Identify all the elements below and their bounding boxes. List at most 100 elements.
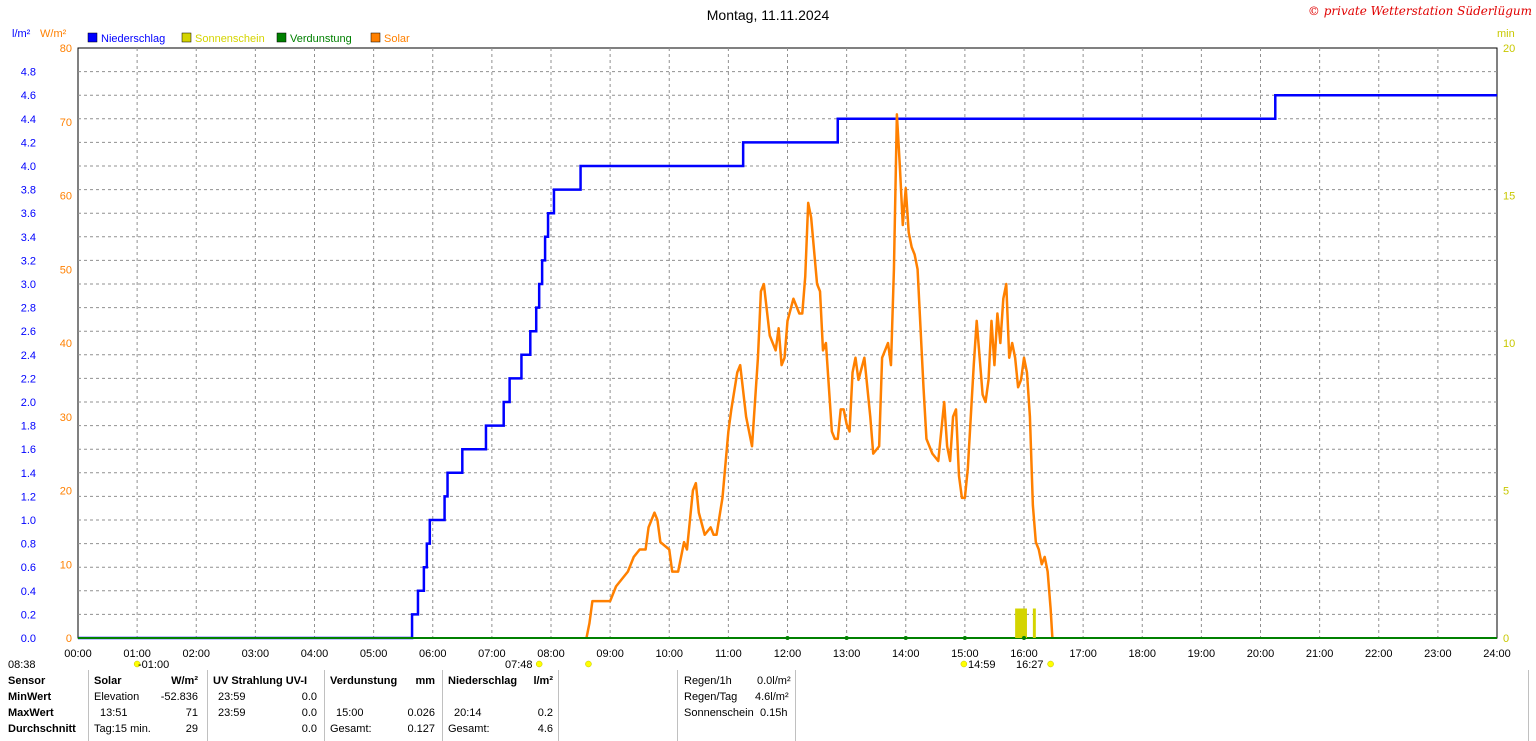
- table-divider: [442, 670, 443, 741]
- sunshine-bar: [1015, 608, 1027, 638]
- x-tick-label: 16:00: [1010, 648, 1038, 660]
- evap-unit: mm: [415, 675, 435, 687]
- precip-tick-label: 3.8: [21, 185, 36, 197]
- time-marker-dot: [585, 660, 592, 668]
- solar-max-label: 13:51: [100, 707, 128, 719]
- solar-min-value: -52.836: [160, 691, 198, 703]
- table-divider: [795, 670, 796, 741]
- minutes-tick-label: 15: [1503, 191, 1515, 203]
- time-marker-dot: [133, 660, 141, 668]
- summary-value-sunshine: 0.15h: [760, 707, 788, 719]
- precip-tick-label: 1.4: [21, 468, 36, 480]
- x-tick-label: 04:00: [301, 648, 329, 660]
- x-tick-label: 07:00: [478, 648, 506, 660]
- x-tick-label: 01:00: [123, 648, 151, 660]
- solar-tick-label: 40: [60, 338, 72, 350]
- legend-label: Solar: [384, 33, 410, 45]
- precip-tick-label: 0.2: [21, 609, 36, 621]
- legend-swatch: [87, 32, 98, 43]
- precip-tick-label: 0.4: [21, 586, 36, 598]
- precip-tick-label: 2.6: [21, 326, 36, 338]
- x-tick-label: 14:00: [892, 648, 920, 660]
- uv-avg-value: 0.0: [301, 723, 317, 735]
- precip-tick-label: 4.4: [21, 114, 36, 126]
- summary-label-sunshine: Sonnenschein: [684, 707, 754, 719]
- x-tick-label: 23:00: [1424, 648, 1452, 660]
- solar-max-value: 71: [185, 707, 198, 719]
- precip-tick-label: 2.0: [21, 397, 36, 409]
- summary-value-rain1h: 0.0l/m²: [757, 675, 791, 687]
- uv-min-label: 23:59: [218, 691, 246, 703]
- evaporation-marker: [1022, 636, 1026, 640]
- solar-tick-label: 10: [60, 559, 72, 571]
- minutes-unit-label: min: [1497, 28, 1515, 40]
- precip-tick-label: 1.6: [21, 444, 36, 456]
- solar-unit-label: W/m²: [40, 28, 67, 40]
- x-tick-label: 00:00: [64, 648, 92, 660]
- solar-avg-value: 29: [185, 723, 198, 735]
- uv-header: UV Strahlung UV-I: [213, 675, 308, 687]
- precip-tick-label: 1.8: [21, 421, 36, 433]
- solar-tick-label: 60: [60, 191, 72, 203]
- time-marker-label: 08:38: [8, 659, 36, 670]
- solar-min-label: Elevation: [94, 691, 140, 703]
- summary-value-rainday: 4.6l/m²: [755, 691, 789, 703]
- solar-tick-label: 50: [60, 264, 72, 276]
- x-tick-label: 02:00: [182, 648, 210, 660]
- table-divider: [207, 670, 208, 741]
- weather-chart: 0.0 0.2 0.4 0.6 0.8 1.0 1.2 1.4 1.6 1.8 2.0 2.2 2.4 2…: [8, 28, 1515, 670]
- solar-tick-label: 30: [60, 412, 72, 424]
- solar-unit: W/m²: [171, 675, 198, 687]
- evap-total-label: Gesamt:: [330, 723, 372, 735]
- legend-label: Sonnenschein: [195, 33, 265, 45]
- uv-max-value: 0.0: [301, 707, 317, 719]
- evap-total-value: 0.127: [407, 723, 435, 735]
- x-tick-label: 20:00: [1247, 648, 1275, 660]
- precip-line: [78, 93, 1497, 640]
- x-tick-label: 03:00: [242, 648, 270, 660]
- precip-total-value: 4.6: [537, 723, 553, 735]
- evap-max-value: 0.026: [407, 707, 435, 719]
- precip-tick-label: 3.2: [21, 255, 36, 267]
- time-marker-label: -01:00: [138, 659, 169, 670]
- x-tick-label: 24:00: [1483, 648, 1511, 660]
- minutes-tick-label: 10: [1503, 338, 1515, 350]
- precip-tick-label: 4.6: [21, 90, 36, 102]
- solar-tick-label: 0: [66, 633, 72, 645]
- maxwert-label: MaxWert: [8, 707, 54, 719]
- legend-swatch: [370, 32, 381, 43]
- solar-line: [585, 113, 1054, 639]
- precip-header: Niederschlag: [448, 675, 518, 687]
- x-tick-label: 09:00: [596, 648, 624, 660]
- x-tick-label: 05:00: [360, 648, 388, 660]
- x-tick-label: 06:00: [419, 648, 447, 660]
- solar-header: Solar: [94, 675, 122, 687]
- time-marker-label: 16:27: [1016, 659, 1044, 670]
- uv-min-value: 0.0: [301, 691, 317, 703]
- table-divider: [558, 670, 559, 741]
- precip-tick-label: 1.0: [21, 515, 36, 527]
- solar-tick-label: 80: [60, 43, 72, 55]
- x-tick-label: 13:00: [833, 648, 861, 660]
- precip-tick-label: 2.4: [21, 350, 36, 362]
- precip-tick-label: 4.2: [21, 137, 36, 149]
- precip-tick-label: 0.6: [21, 562, 36, 574]
- legend-label: Niederschlag: [101, 33, 165, 45]
- precip-total-label: Gesamt:: [448, 723, 490, 735]
- precip-tick-label: 0.8: [21, 539, 36, 551]
- time-marker-dot: [1047, 660, 1054, 668]
- chart-title: Montag, 11.11.2024: [706, 7, 830, 23]
- evaporation-marker: [844, 636, 849, 640]
- copyright-note: © private Wetterstation Süderlügum: [1307, 4, 1532, 18]
- precip-tick-label: 3.6: [21, 208, 36, 220]
- legend-swatch: [181, 32, 192, 43]
- solar-avg-label: Tag:15 min.: [94, 723, 151, 735]
- time-marker-dot: [535, 660, 543, 668]
- x-tick-label: 19:00: [1188, 648, 1216, 660]
- precip-tick-label: 4.0: [21, 161, 36, 173]
- sensor-header: Sensor: [8, 675, 46, 687]
- time-marker-label: 07:48: [505, 659, 533, 670]
- avg-label: Durchschnitt: [8, 723, 76, 735]
- minwert-label: MinWert: [8, 691, 52, 703]
- table-divider: [88, 670, 89, 741]
